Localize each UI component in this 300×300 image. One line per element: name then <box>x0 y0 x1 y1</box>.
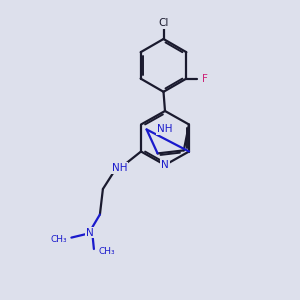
Text: NH: NH <box>112 163 127 173</box>
Text: Cl: Cl <box>158 18 169 28</box>
Text: N: N <box>85 227 93 238</box>
Text: CH₃: CH₃ <box>50 236 67 244</box>
Text: F: F <box>202 74 208 84</box>
Text: N: N <box>161 160 169 170</box>
Text: NH: NH <box>157 124 172 134</box>
Text: CH₃: CH₃ <box>98 248 115 256</box>
